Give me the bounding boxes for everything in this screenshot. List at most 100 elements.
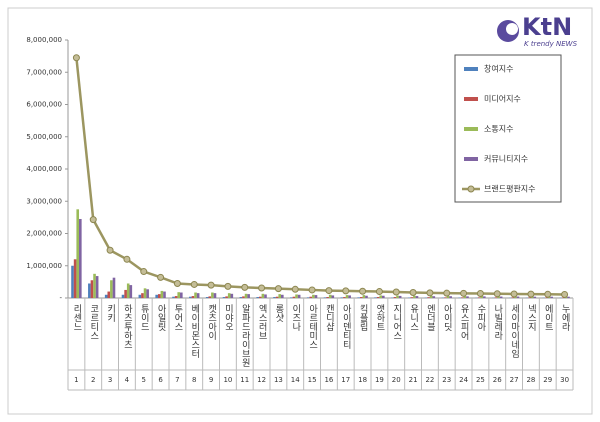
legend-swatch xyxy=(467,185,475,193)
bar xyxy=(494,297,498,298)
legend-swatch xyxy=(464,67,478,71)
point xyxy=(274,285,282,293)
y-tick-label: 6,000,000 xyxy=(26,101,62,109)
x-tick-label: 투어스 xyxy=(172,304,182,331)
x-tick-label: 튜이드 xyxy=(139,304,149,331)
bar xyxy=(129,285,133,298)
x-tick-label: 알파드라이브원 xyxy=(240,304,250,367)
bar xyxy=(359,297,363,298)
bar xyxy=(79,218,82,298)
rank-label: 2 xyxy=(91,376,95,384)
bar xyxy=(126,283,130,298)
bar xyxy=(205,297,209,298)
bar xyxy=(446,296,450,298)
bar xyxy=(550,296,553,298)
point xyxy=(544,290,552,298)
rank-label: 22 xyxy=(425,376,434,384)
x-tick-label: 유니스 xyxy=(408,304,418,331)
x-tick-label: 수피아 xyxy=(475,304,485,332)
bar xyxy=(95,276,99,298)
bar xyxy=(146,289,149,298)
x-tick-label: 킥플립 xyxy=(358,303,368,331)
y-tick-label: 3,000,000 xyxy=(26,197,62,205)
bar xyxy=(567,296,570,298)
rank-label: 21 xyxy=(409,376,418,384)
bar xyxy=(432,296,436,298)
x-tick-label: 앳하트 xyxy=(374,304,384,331)
bar xyxy=(189,296,192,298)
bar xyxy=(413,295,416,298)
y-tick-label: - xyxy=(59,294,62,302)
bar xyxy=(141,293,144,298)
point xyxy=(392,288,400,296)
legend-label: 커뮤니티지수 xyxy=(484,154,528,164)
bar xyxy=(110,280,113,298)
point xyxy=(258,284,266,292)
point xyxy=(72,54,80,62)
point xyxy=(493,290,501,298)
point xyxy=(561,290,569,298)
bar xyxy=(393,297,397,298)
x-tick-label: 아르테미스 xyxy=(307,304,317,349)
point xyxy=(140,268,148,276)
bar xyxy=(160,290,164,298)
rank-label: 10 xyxy=(223,376,232,384)
bar xyxy=(463,296,467,298)
bar xyxy=(256,297,259,298)
bar xyxy=(449,296,452,298)
bar xyxy=(213,293,217,298)
legend-label: 창여지수 xyxy=(484,64,513,74)
bar xyxy=(480,296,484,298)
rank-label: 30 xyxy=(560,376,569,384)
bar xyxy=(143,288,147,298)
x-tick-label: 롱샷 xyxy=(273,304,283,323)
x-tick-label: 세이마이네임 xyxy=(509,304,519,358)
bar xyxy=(295,294,298,298)
legend-label: 브랜드평판지수 xyxy=(484,184,536,194)
bar xyxy=(340,297,344,298)
legend-label: 소통지수 xyxy=(484,125,513,134)
bar xyxy=(328,294,332,298)
bar xyxy=(211,292,214,298)
bar xyxy=(343,297,346,298)
bar xyxy=(244,293,248,298)
rank-label: 29 xyxy=(543,376,552,384)
rank-label: 18 xyxy=(358,376,367,384)
x-tick-label: 베이비몬스터 xyxy=(189,304,199,359)
bar xyxy=(345,295,349,298)
bar xyxy=(71,265,74,298)
point xyxy=(409,289,417,297)
logo-icon xyxy=(506,23,518,35)
bar xyxy=(429,295,433,298)
bar xyxy=(88,283,91,298)
x-tick-label: 아일릿 xyxy=(156,304,166,332)
bar xyxy=(247,294,250,298)
point xyxy=(173,279,181,287)
point xyxy=(325,287,333,295)
x-tick-label: 이즈나 xyxy=(290,304,300,332)
rank-label: 5 xyxy=(142,376,146,384)
bar xyxy=(533,296,537,298)
y-tick-label: 7,000,000 xyxy=(26,68,62,76)
point xyxy=(89,216,97,224)
point xyxy=(241,283,249,291)
x-tick-label: 나빌레라 xyxy=(492,304,502,341)
bar xyxy=(460,297,464,298)
bar xyxy=(239,297,243,298)
rank-label: 26 xyxy=(493,376,502,384)
rank-label: 9 xyxy=(209,376,213,384)
bar xyxy=(261,293,265,298)
rank-label: 11 xyxy=(240,376,249,384)
bar xyxy=(331,295,335,298)
bar xyxy=(157,294,161,298)
bar xyxy=(194,292,197,298)
logo-tagline: K trendy NEWS xyxy=(524,40,578,48)
point xyxy=(460,289,468,297)
rank-label: 25 xyxy=(476,376,485,384)
bar xyxy=(112,277,116,298)
point xyxy=(426,289,434,297)
x-tick-label: 아이딧 xyxy=(442,304,452,332)
bar xyxy=(323,297,327,298)
bar xyxy=(306,297,310,298)
point xyxy=(207,281,215,289)
